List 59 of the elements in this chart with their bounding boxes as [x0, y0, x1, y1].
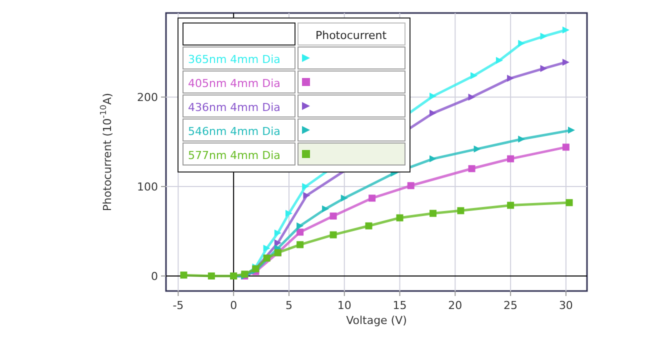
point [507, 202, 514, 209]
point [208, 272, 215, 280]
point [507, 74, 514, 82]
point [365, 222, 372, 230]
point [430, 92, 437, 100]
x-tick-label: 30 [558, 299, 573, 312]
point [496, 56, 503, 64]
point [407, 182, 414, 190]
point [303, 192, 310, 199]
point [470, 72, 478, 80]
point [562, 58, 570, 66]
legend-title: Photocurrent [315, 29, 388, 42]
point [285, 210, 292, 217]
legend-label: 546nm 4mm Dia [188, 125, 280, 138]
point [396, 214, 404, 222]
point [368, 194, 376, 202]
legend-label: 436nm 4mm Dia [188, 101, 280, 114]
point [507, 155, 514, 162]
point [263, 244, 270, 252]
point [562, 26, 570, 34]
point [468, 94, 476, 101]
x-tick-label: 10 [337, 299, 352, 312]
point [562, 144, 570, 151]
point [322, 205, 330, 212]
y-tick-label: 200 [137, 91, 158, 104]
x-axis-title: Voltage (V) [346, 314, 407, 327]
point [340, 194, 348, 202]
legend-label: 365nm 4mm Dia [188, 53, 280, 66]
point [263, 254, 270, 262]
x-tick-label: 20 [448, 299, 462, 312]
point [540, 32, 548, 40]
point [474, 145, 481, 152]
legend-label: 577nm 4mm Dia [188, 149, 280, 162]
point [518, 136, 526, 143]
y-tick-label: 100 [137, 180, 158, 194]
point [330, 231, 337, 238]
point [430, 210, 437, 217]
point [330, 212, 337, 220]
x-tick-label: 15 [392, 299, 407, 312]
point [518, 40, 526, 47]
point [296, 222, 304, 230]
x-tick-label: 5 [285, 299, 292, 312]
legend-label: 405nm 4mm Dia [188, 77, 280, 90]
x-tick-label: 0 [230, 299, 238, 312]
point [180, 272, 188, 279]
point [566, 199, 573, 206]
point [296, 228, 304, 236]
point [468, 165, 476, 172]
point [430, 110, 437, 117]
point [302, 183, 310, 190]
x-tick-label: -5 [172, 299, 184, 312]
point [296, 241, 304, 248]
point [274, 230, 282, 237]
point [568, 126, 575, 134]
point [430, 155, 437, 162]
y-tick-label: 0 [151, 270, 158, 283]
point [457, 207, 464, 214]
point [540, 64, 548, 72]
x-tick-label: 25 [504, 299, 518, 312]
